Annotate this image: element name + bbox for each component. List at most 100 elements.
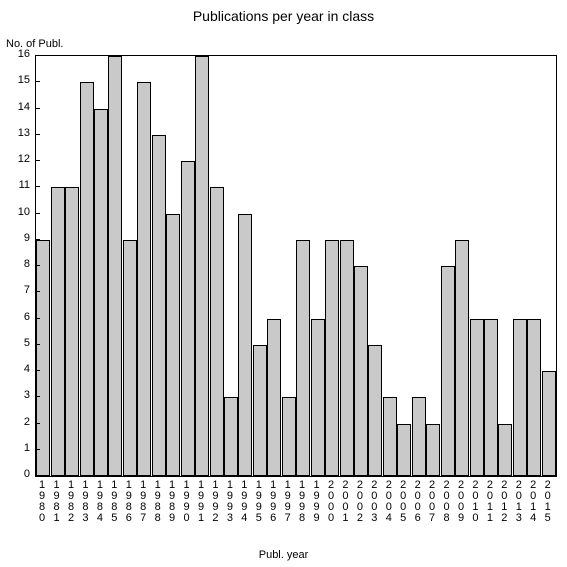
bar <box>238 214 252 477</box>
y-tick-mark <box>35 291 40 292</box>
plot-area <box>35 55 557 477</box>
y-tick-label: 10 <box>4 207 30 218</box>
y-tick-mark <box>35 213 40 214</box>
y-tick-mark <box>35 423 40 424</box>
x-tick-label: 2008 <box>441 479 451 523</box>
y-tick-label: 12 <box>4 154 30 165</box>
bar <box>498 424 512 477</box>
bar <box>383 397 397 476</box>
bar <box>181 161 195 476</box>
bar <box>311 319 325 477</box>
bar <box>51 187 65 476</box>
bar <box>152 135 166 476</box>
x-tick-label: 1980 <box>36 479 46 523</box>
bar <box>325 240 339 476</box>
y-tick-label: 1 <box>4 443 30 454</box>
bar <box>210 187 224 476</box>
x-tick-label: 1998 <box>296 479 306 523</box>
x-tick-label: 2002 <box>354 479 364 523</box>
x-tick-label: 1985 <box>108 479 118 523</box>
chart-container: Publications per year in class No. of Pu… <box>0 0 567 567</box>
bar <box>455 240 469 476</box>
bar <box>470 319 484 477</box>
x-tick-label: 2004 <box>383 479 393 523</box>
x-tick-label: 2011 <box>484 479 494 523</box>
y-tick-label: 9 <box>4 233 30 244</box>
y-tick-label: 16 <box>4 49 30 60</box>
x-tick-label: 1991 <box>195 479 205 523</box>
x-tick-label: 1995 <box>253 479 263 523</box>
bar <box>123 240 137 476</box>
bar <box>166 214 180 477</box>
bar <box>267 319 281 477</box>
x-tick-label: 1988 <box>152 479 162 523</box>
x-axis-title: Publ. year <box>0 549 567 561</box>
bar <box>340 240 354 476</box>
x-tick-label: 1986 <box>123 479 133 523</box>
bar <box>527 319 541 477</box>
x-tick-label: 1996 <box>267 479 277 523</box>
y-tick-mark <box>35 265 40 266</box>
bar <box>94 109 108 477</box>
y-tick-mark <box>35 186 40 187</box>
x-tick-label: 1999 <box>311 479 321 523</box>
y-tick-label: 14 <box>4 102 30 113</box>
bar <box>36 240 50 476</box>
bar <box>224 397 238 476</box>
y-tick-label: 8 <box>4 259 30 270</box>
x-tick-label: 2005 <box>397 479 407 523</box>
x-tick-label: 2014 <box>527 479 537 523</box>
y-tick-label: 3 <box>4 390 30 401</box>
bar <box>296 240 310 476</box>
y-tick-mark <box>35 370 40 371</box>
y-tick-label: 0 <box>4 469 30 480</box>
x-tick-label: 1982 <box>65 479 75 523</box>
bar <box>354 266 368 476</box>
bar <box>397 424 411 477</box>
y-tick-mark <box>35 239 40 240</box>
y-tick-label: 7 <box>4 285 30 296</box>
x-tick-label: 1983 <box>80 479 90 523</box>
bar <box>542 371 556 476</box>
x-tick-label: 1981 <box>51 479 61 523</box>
bar <box>137 82 151 476</box>
y-tick-label: 5 <box>4 338 30 349</box>
y-tick-mark <box>35 108 40 109</box>
bar <box>368 345 382 476</box>
bar <box>65 187 79 476</box>
y-tick-mark <box>35 318 40 319</box>
bar <box>441 266 455 476</box>
x-tick-label: 2003 <box>368 479 378 523</box>
x-tick-label: 2009 <box>455 479 465 523</box>
x-tick-label: 2000 <box>325 479 335 523</box>
y-tick-label: 6 <box>4 312 30 323</box>
y-tick-label: 2 <box>4 417 30 428</box>
bar <box>195 56 209 476</box>
x-tick-label: 1987 <box>137 479 147 523</box>
x-tick-label: 2006 <box>412 479 422 523</box>
x-tick-label: 2015 <box>542 479 552 523</box>
x-tick-label: 2013 <box>513 479 523 523</box>
y-tick-label: 13 <box>4 128 30 139</box>
y-tick-mark <box>35 449 40 450</box>
bar <box>484 319 498 477</box>
x-tick-label: 2010 <box>470 479 480 523</box>
y-tick-label: 4 <box>4 364 30 375</box>
y-tick-mark <box>35 55 40 56</box>
x-tick-label: 2007 <box>426 479 436 523</box>
chart-title: Publications per year in class <box>0 8 567 24</box>
x-tick-label: 1984 <box>94 479 104 523</box>
x-tick-label: 1992 <box>210 479 220 523</box>
bar <box>108 56 122 476</box>
x-tick-label: 1993 <box>224 479 234 523</box>
x-tick-label: 1990 <box>181 479 191 523</box>
x-tick-label: 1997 <box>282 479 292 523</box>
y-tick-mark <box>35 81 40 82</box>
y-tick-label: 11 <box>4 180 30 191</box>
x-tick-label: 1989 <box>166 479 176 523</box>
bar <box>253 345 267 476</box>
y-tick-label: 15 <box>4 75 30 86</box>
x-tick-label: 1994 <box>238 479 248 523</box>
bar <box>426 424 440 477</box>
bar <box>80 82 94 476</box>
